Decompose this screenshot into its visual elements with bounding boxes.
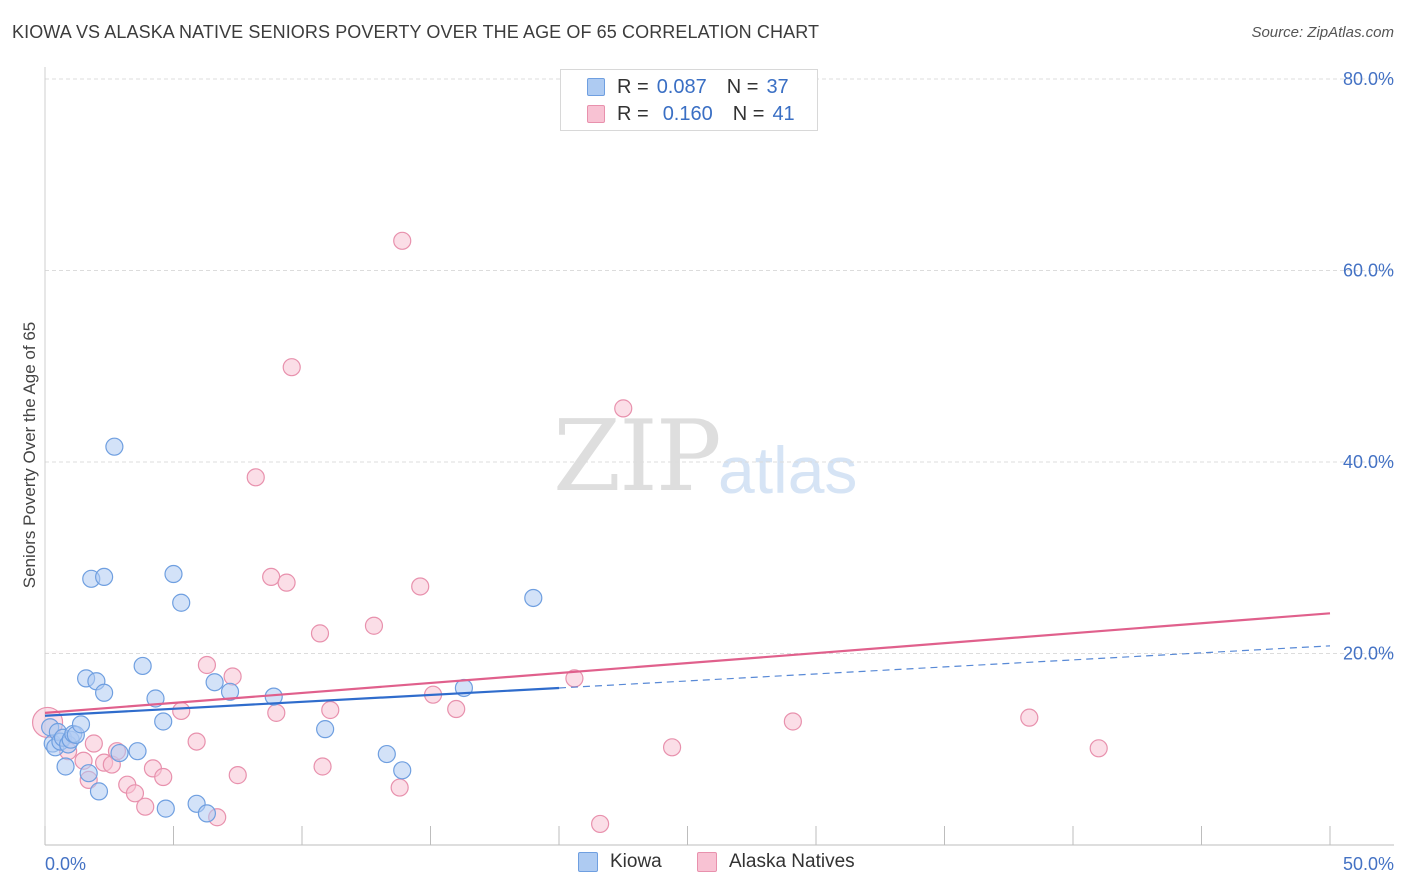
kiowa-legend-swatch	[578, 852, 598, 872]
alaska-point	[228, 766, 247, 785]
legend-item-alaska: Alaska Natives	[697, 851, 855, 873]
y-tick-label: 60.0%	[1343, 261, 1394, 281]
alaska-point	[662, 738, 682, 757]
alaska-point	[277, 573, 296, 592]
alaska-point	[447, 699, 466, 719]
legend-row-alaska: R = 0.160 N = 41	[587, 102, 795, 126]
n-label: N =	[726, 75, 759, 98]
n-value-kiowa: 37	[766, 75, 789, 98]
kiowa-point	[105, 437, 124, 456]
kiowa-trend-extension	[558, 645, 1331, 689]
kiowa-point	[197, 804, 217, 823]
kiowa-point	[146, 689, 165, 708]
alaska-point	[172, 701, 191, 721]
legend-item-kiowa: Kiowa	[578, 851, 662, 873]
alaska-trend-line	[44, 612, 1331, 714]
legend-label-alaska: Alaska Natives	[729, 851, 855, 872]
watermark-atlas: atlas	[718, 433, 858, 507]
alaska-point	[313, 757, 332, 776]
legend-label-kiowa: Kiowa	[610, 851, 662, 872]
alaska-point	[84, 734, 103, 753]
y-tick-label: 20.0%	[1343, 644, 1394, 664]
x-tick-label-min: 0.0%	[45, 854, 86, 874]
alaska-point	[246, 468, 265, 487]
alaska-swatch	[587, 105, 605, 123]
x-tick-label-max: 50.0%	[1343, 854, 1394, 874]
legend-row-kiowa: R = 0.087 N = 37	[587, 75, 789, 99]
alaska-legend-swatch	[697, 852, 717, 872]
alaska-point	[125, 784, 145, 803]
alaska-point	[136, 797, 155, 816]
n-value-alaska: 41	[772, 102, 795, 125]
source-label: Source: ZipAtlas.com	[1251, 24, 1394, 41]
series-legend: Kiowa Alaska Natives	[0, 851, 1406, 877]
kiowa-point	[133, 656, 152, 676]
chart-title: KIOWA VS ALASKA NATIVE SENIORS POVERTY O…	[12, 22, 820, 42]
alaska-point	[267, 703, 286, 722]
kiowa-point	[56, 757, 75, 776]
alaska-point	[393, 231, 412, 250]
alaska-point	[154, 767, 173, 787]
kiowa-point	[377, 744, 396, 764]
alaska-point	[591, 814, 610, 834]
r-value-alaska: 0.160	[662, 102, 713, 125]
n-label: N =	[732, 102, 765, 125]
alaska-point	[614, 399, 633, 418]
kiowa-point	[95, 567, 114, 587]
kiowa-point	[128, 742, 147, 761]
alaska-point	[262, 567, 281, 587]
kiowa-point	[316, 720, 335, 739]
alaska-point	[411, 577, 430, 596]
kiowa-point	[71, 715, 91, 734]
kiowa-point	[205, 673, 224, 692]
r-label: R =	[617, 75, 649, 98]
kiowa-trend-line	[44, 686, 560, 717]
alaska-point	[197, 655, 217, 675]
y-tick-label: 40.0%	[1343, 452, 1394, 472]
r-value-kiowa: 0.087	[656, 75, 707, 98]
kiowa-point	[89, 782, 109, 801]
kiowa-point	[220, 682, 240, 701]
correlation-legend: R = 0.087 N = 37 R = 0.160 N = 41	[560, 69, 818, 131]
alaska-point	[364, 616, 384, 635]
r-label: R =	[617, 102, 649, 125]
alaska-point	[390, 778, 409, 797]
alaska-point	[783, 712, 802, 731]
alaska-point	[223, 667, 242, 686]
alaska-point	[1020, 708, 1039, 727]
alaska-point	[310, 624, 330, 643]
kiowa-point	[79, 764, 98, 783]
kiowa-point	[154, 712, 173, 731]
kiowa-point	[95, 683, 114, 702]
kiowa-point	[393, 761, 412, 780]
alaska-point	[187, 732, 206, 751]
kiowa-point	[524, 588, 543, 608]
kiowa-swatch	[587, 78, 605, 96]
kiowa-point	[156, 799, 175, 818]
alaska-point	[321, 700, 340, 720]
y-tick-label: 80.0%	[1343, 69, 1394, 89]
alaska-point	[1089, 739, 1108, 758]
kiowa-point	[172, 593, 191, 612]
alaska-point	[282, 358, 301, 377]
kiowa-point	[164, 564, 183, 584]
watermark-zip: ZIP	[553, 400, 722, 514]
kiowa-point	[110, 743, 129, 763]
